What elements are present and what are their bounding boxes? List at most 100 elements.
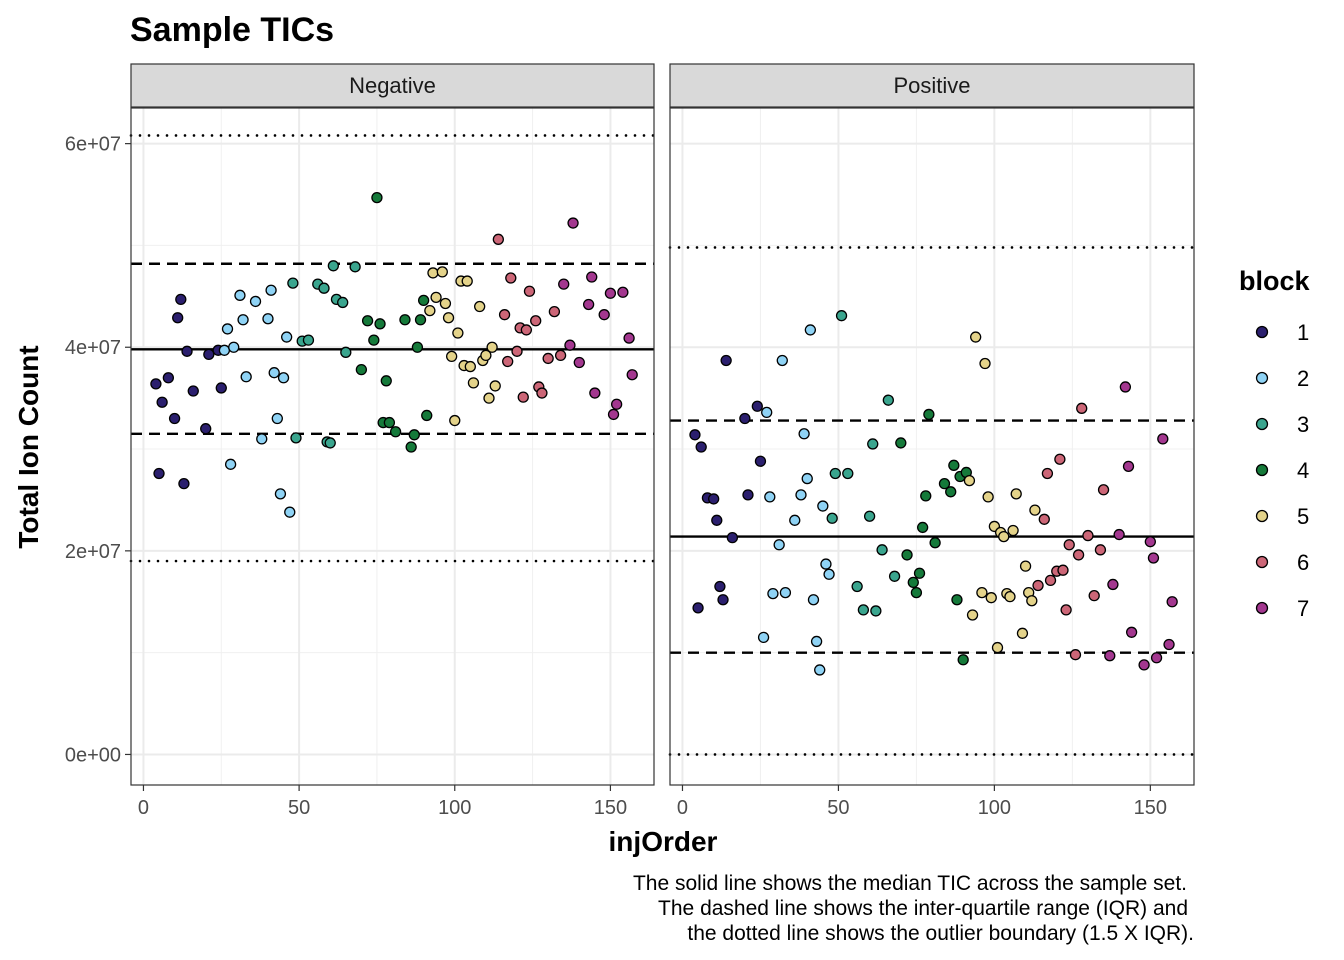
data-point <box>779 586 792 599</box>
panel-negative: Negative 0 50 100 150 0e+00 2e+07 4e+07 6e+07 <box>65 63 656 819</box>
data-point <box>823 568 835 580</box>
data-point <box>1029 504 1041 516</box>
data-point <box>814 664 826 676</box>
data-point <box>888 570 901 582</box>
data-point <box>461 275 473 287</box>
x-tick-label: 50 <box>288 797 310 819</box>
x-tick-label: 150 <box>594 797 627 819</box>
data-point <box>1063 539 1075 551</box>
data-point <box>489 380 501 392</box>
data-point <box>976 586 988 599</box>
data-point <box>589 387 601 399</box>
data-point <box>739 412 751 425</box>
data-point <box>153 467 165 480</box>
panel-background <box>131 108 654 785</box>
data-point <box>1038 513 1050 525</box>
data-point <box>417 294 430 307</box>
x-tick-label: 0 <box>677 797 688 819</box>
legend-label: 7 <box>1297 596 1309 621</box>
data-point <box>281 331 293 343</box>
data-point <box>761 406 773 419</box>
data-point <box>1057 564 1069 576</box>
caption-line-3: the dotted line shows the outlier bounda… <box>687 922 1194 945</box>
x-tick-label: 100 <box>438 797 471 819</box>
data-point <box>530 315 542 327</box>
data-point <box>287 277 299 289</box>
data-point <box>548 305 561 318</box>
data-point <box>355 363 368 376</box>
legend-label: 3 <box>1297 412 1309 437</box>
data-point <box>945 486 957 498</box>
data-point <box>1041 467 1054 480</box>
data-point <box>626 369 638 381</box>
data-point <box>554 349 567 362</box>
data-point <box>820 558 832 570</box>
data-point <box>256 433 268 445</box>
data-point <box>536 387 548 399</box>
y-tick-label: 4e+07 <box>65 337 121 359</box>
data-point <box>445 350 458 363</box>
data-point <box>399 314 411 326</box>
panel-strip-label: Negative <box>349 73 436 98</box>
data-point <box>340 346 352 358</box>
data-point <box>523 285 536 297</box>
data-point <box>754 455 767 467</box>
data-point <box>617 286 629 298</box>
data-point <box>963 474 976 487</box>
data-point <box>895 437 907 449</box>
data-point <box>265 284 277 296</box>
data-point <box>742 489 754 501</box>
y-tick-label: 0e+00 <box>65 744 121 766</box>
data-point <box>181 345 193 357</box>
data-point <box>1076 402 1088 414</box>
data-point <box>717 594 729 606</box>
data-point <box>1107 578 1119 591</box>
data-point <box>767 587 779 600</box>
data-point <box>610 398 623 410</box>
data-point <box>452 327 464 339</box>
data-point <box>711 514 723 526</box>
data-point <box>857 604 870 616</box>
data-point <box>876 544 888 556</box>
data-point <box>982 491 994 503</box>
legend-key <box>1255 325 1269 339</box>
data-point <box>1150 652 1163 664</box>
data-point <box>474 300 486 313</box>
data-point <box>720 354 732 367</box>
data-point <box>449 414 461 427</box>
data-point <box>483 392 495 404</box>
data-point <box>240 371 252 383</box>
data-point <box>221 323 234 335</box>
legend-key <box>1255 555 1269 569</box>
data-point <box>1122 460 1135 473</box>
data-point <box>801 472 813 485</box>
data-point <box>708 493 720 505</box>
data-point <box>520 324 533 336</box>
data-point <box>187 385 199 397</box>
data-point <box>277 372 290 384</box>
data-point <box>829 467 841 480</box>
data-point <box>807 594 820 606</box>
data-point <box>502 355 514 368</box>
data-point <box>324 437 336 449</box>
data-point <box>172 312 184 324</box>
data-point <box>421 409 433 422</box>
data-point <box>867 438 879 450</box>
data-point <box>1044 574 1057 587</box>
legend-key <box>1255 463 1269 477</box>
data-point <box>175 293 187 306</box>
data-point <box>274 488 287 500</box>
data-point <box>920 490 932 502</box>
data-point <box>586 271 598 283</box>
panel-border <box>669 107 1195 786</box>
data-point <box>1147 552 1160 564</box>
data-point <box>430 291 442 304</box>
data-point <box>1166 596 1178 608</box>
data-point <box>957 654 969 666</box>
data-point <box>907 576 919 589</box>
data-point <box>1144 536 1156 548</box>
data-point <box>985 592 997 604</box>
data-point <box>870 605 882 617</box>
data-point <box>773 539 785 551</box>
caption-line-1: The solid line shows the median TIC acro… <box>633 872 1187 895</box>
